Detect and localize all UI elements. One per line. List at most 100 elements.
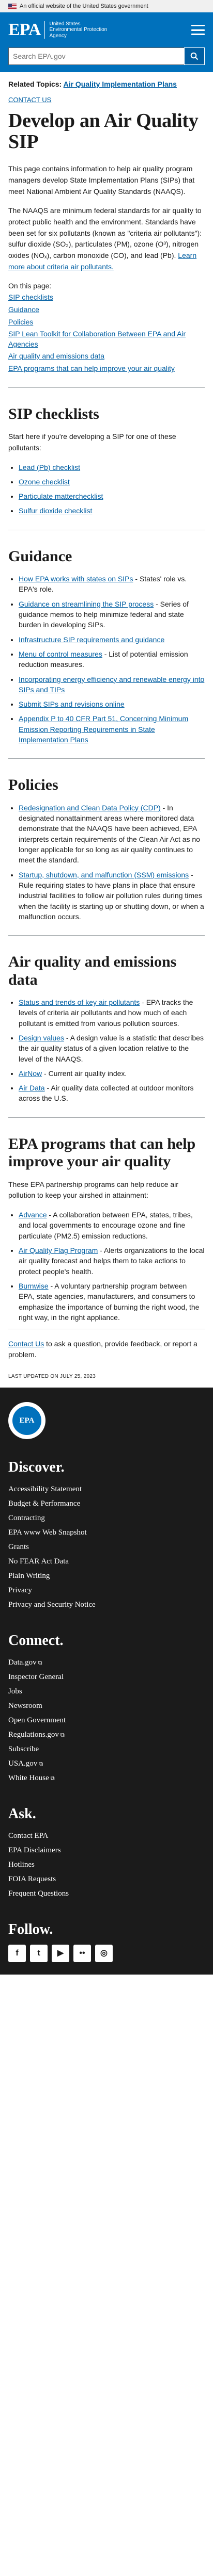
facebook-icon[interactable]: f	[8, 1945, 26, 1963]
air-data-link[interactable]: Air Data	[19, 1084, 45, 1093]
footer-link[interactable]: No FEAR Act Data	[8, 1557, 69, 1566]
footer-link[interactable]: Grants	[8, 1543, 29, 1552]
footer-link[interactable]: Contracting	[8, 1514, 45, 1523]
footer-link[interactable]: USA.gov	[8, 1759, 38, 1768]
list-item: Contracting	[8, 1511, 205, 1526]
air-data-link[interactable]: Status and trends of key air pollutants	[19, 998, 140, 1007]
list-item: EPA Disclaimers	[8, 1844, 205, 1858]
section-divider	[8, 1117, 205, 1118]
footer-link[interactable]: Contact EPA	[8, 1832, 49, 1840]
footer-link[interactable]: Regulations.gov	[8, 1731, 59, 1739]
list-item: Design values - A design value is a stat…	[19, 1033, 205, 1064]
footer-link[interactable]: FOIA Requests	[8, 1875, 56, 1884]
footer-link[interactable]: Frequent Questions	[8, 1889, 69, 1898]
policy-link[interactable]: Redesignation and Clean Data Policy (CDP…	[19, 803, 161, 812]
footer-link[interactable]: Accessibility Statement	[8, 1485, 82, 1494]
epa-seal-text: EPA	[12, 1406, 41, 1436]
program-desc: - Alerts organizations to the local air …	[19, 1246, 205, 1276]
toc-link[interactable]: Policies	[8, 317, 34, 326]
checklist-link[interactable]: Sulfur dioxide checklist	[19, 507, 93, 515]
criteria-pollutants-link[interactable]: Learn more about criteria air pollutants…	[8, 251, 197, 271]
footer-link[interactable]: Privacy and Security Notice	[8, 1601, 96, 1609]
footer-link[interactable]: EPA Disclaimers	[8, 1846, 61, 1855]
agency-line-3: Agency	[49, 32, 67, 39]
program-link[interactable]: Advance	[19, 1211, 47, 1219]
list-item: Regulations.gov ⧉	[8, 1728, 205, 1742]
footer-follow-heading: Follow.	[8, 1921, 53, 1938]
list-item: Advance - A collaboration between EPA, s…	[19, 1210, 205, 1241]
checklist-link[interactable]: Ozone checklist	[19, 477, 70, 486]
menu-icon[interactable]	[191, 25, 205, 35]
guidance-desc: - Series of guidance memos to help minim…	[19, 599, 189, 629]
guidance-link[interactable]: Guidance on streamlining the SIP process	[19, 599, 154, 608]
guidance-link[interactable]: Appendix P to 40 CFR Part 51, Concerning…	[19, 714, 189, 744]
list-item: Guidance	[8, 305, 205, 315]
list-item: Air Quality Flag Program - Alerts organi…	[19, 1245, 205, 1277]
toc-link[interactable]: Guidance	[8, 305, 39, 314]
epa-seal-icon[interactable]: EPA	[8, 1402, 45, 1440]
program-link[interactable]: Burnwise	[19, 1281, 49, 1290]
epa-logo[interactable]: EPA	[8, 20, 41, 39]
gov-banner-text: An official website of the United States…	[20, 3, 148, 9]
guidance-link[interactable]: How EPA works with states on SIPs	[19, 575, 133, 583]
footer-link[interactable]: Subscribe	[8, 1745, 39, 1754]
youtube-icon[interactable]: ▶	[52, 1945, 69, 1963]
list-item: Privacy and Security Notice	[8, 1598, 205, 1612]
guidance-link[interactable]: Submit SIPs and revisions online	[19, 700, 125, 709]
brand: EPA United States Environmental Protecti…	[8, 19, 205, 41]
footer-connect-heading: Connect.	[8, 1633, 64, 1649]
contact-us-link[interactable]: Contact Us	[8, 1340, 44, 1348]
guidance-link[interactable]: Menu of control measures	[19, 649, 102, 658]
list-item: EPA www Web Snapshot	[8, 1526, 205, 1540]
on-this-page-list: SIP checklists Guidance Policies SIP Lea…	[8, 292, 205, 373]
footer-link[interactable]: Privacy	[8, 1586, 32, 1595]
related-topics-link[interactable]: Air Quality Implementation Plans	[63, 80, 177, 88]
programs-list: Advance - A collaboration between EPA, s…	[8, 1210, 205, 1323]
air-data-link[interactable]: Design values	[19, 1034, 64, 1042]
footer-link[interactable]: Jobs	[8, 1687, 22, 1696]
agency-line-2: Environmental Protection	[49, 27, 108, 33]
footer-link[interactable]: Newsroom	[8, 1702, 42, 1710]
flickr-icon[interactable]: ••	[73, 1945, 91, 1963]
site-header: EPA United States Environmental Protecti…	[0, 12, 213, 72]
footer-link[interactable]: Budget & Performance	[8, 1499, 81, 1508]
footer-ask-list: Contact EPA EPA Disclaimers Hotlines FOI…	[8, 1829, 205, 1901]
guidance-link[interactable]: Infrastructure SIP requirements and guid…	[19, 635, 165, 644]
instagram-icon[interactable]: ◎	[95, 1945, 113, 1963]
footer-link[interactable]: Data.gov	[8, 1658, 37, 1667]
list-item: EPA programs that can help improve your …	[8, 364, 205, 374]
list-item: Submit SIPs and revisions online	[19, 699, 205, 709]
sip-checklists-list: Lead (Pb) checklist Ozone checklist Part…	[8, 462, 205, 516]
list-item: Status and trends of key air pollutants …	[19, 997, 205, 1029]
external-link-icon: ⧉	[39, 1761, 43, 1768]
checklist-link[interactable]: Particulate matterchecklist	[19, 492, 103, 501]
toc-link[interactable]: SIP checklists	[8, 293, 53, 302]
guidance-link[interactable]: Incorporating energy efficiency and rene…	[19, 675, 205, 694]
guidance-list: How EPA works with states on SIPs - Stat…	[8, 574, 205, 745]
policy-link[interactable]: Startup, shutdown, and malfunction (SSM)…	[19, 870, 189, 879]
footer-link[interactable]: White House	[8, 1774, 49, 1783]
footer-link[interactable]: Inspector General	[8, 1673, 64, 1682]
toc-link[interactable]: SIP Lean Toolkit for Collaboration Betwe…	[8, 330, 186, 348]
toc-link[interactable]: EPA programs that can help improve your …	[8, 364, 175, 373]
list-item: AirNow - Current air quality index.	[19, 1068, 205, 1079]
program-link[interactable]: Air Quality Flag Program	[19, 1246, 98, 1255]
footer-link[interactable]: Open Government	[8, 1716, 66, 1725]
checklist-link[interactable]: Lead (Pb) checklist	[19, 463, 81, 471]
us-flag-icon	[8, 3, 17, 9]
contact-us-link-top[interactable]: CONTACT US	[8, 96, 52, 104]
air-data-link[interactable]: AirNow	[19, 1069, 42, 1078]
footer-link[interactable]: Hotlines	[8, 1861, 35, 1869]
twitter-icon[interactable]: t	[30, 1945, 48, 1963]
list-item: Accessibility Statement	[8, 1482, 205, 1497]
air-data-desc: - Current air quality index.	[42, 1069, 127, 1078]
footer-link[interactable]: EPA www Web Snapshot	[8, 1528, 87, 1537]
footer-link[interactable]: Plain Writing	[8, 1572, 50, 1580]
program-desc: - A voluntary partnership program betwee…	[19, 1281, 200, 1322]
search-button[interactable]	[184, 47, 205, 65]
main-content: Related Topics: Air Quality Implementati…	[0, 72, 213, 1367]
search-input[interactable]	[8, 47, 184, 65]
toc-link[interactable]: Air quality and emissions data	[8, 352, 104, 361]
list-item: Guidance on streamlining the SIP process…	[19, 599, 205, 630]
agency-line-1: United States	[49, 21, 81, 27]
